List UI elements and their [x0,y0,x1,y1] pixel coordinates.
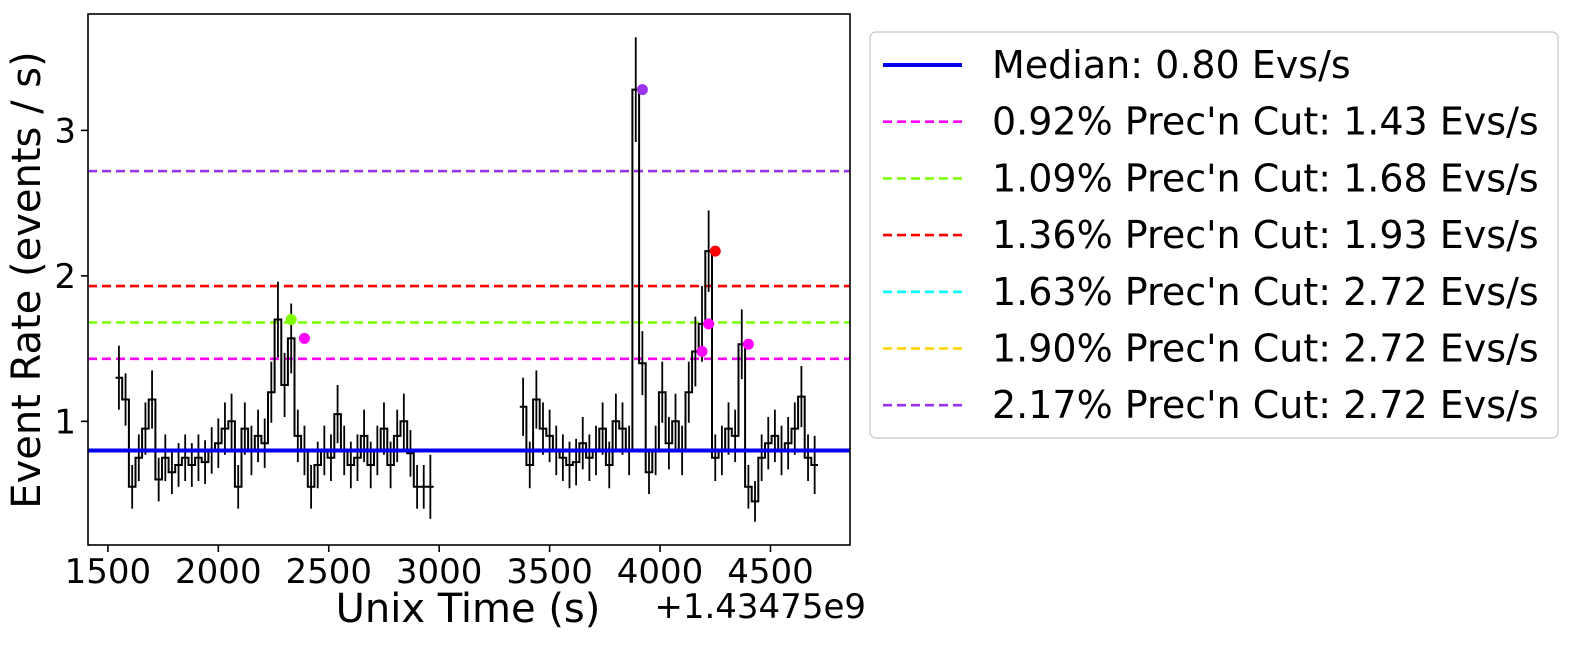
y-axis-label: Event Rate (events / s) [4,51,50,508]
legend-label-cut-4: 1.63% Prec'n Cut: 2.72 Evs/s [992,270,1539,314]
y-tick-label-3: 3 [54,111,76,151]
flare-marker-4 [696,346,708,358]
x-tick-label-4500: 4500 [727,552,814,592]
legend: Median: 0.80 Evs/s 0.92% Prec'n Cut: 1.43… [869,31,1559,439]
flare-marker-5 [703,318,715,330]
y-tick-label-2: 2 [54,257,76,297]
plot-content [88,37,850,522]
flare-marker-2 [298,332,310,344]
plot-area [88,37,850,522]
legend-label-cut-1: 0.92% Prec'n Cut: 1.43 Evs/s [992,100,1539,144]
flare-marker-7 [742,338,754,350]
legend-box [869,31,1559,439]
legend-label-cut-6: 2.17% Prec'n Cut: 2.72 Evs/s [992,383,1539,427]
x-tick-label-2000: 2000 [175,552,262,592]
x-tick-label-3000: 3000 [396,552,483,592]
x-tick-label-2500: 2500 [285,552,372,592]
flare-marker-3 [636,84,648,96]
legend-label-cut-5: 1.90% Prec'n Cut: 2.72 Evs/s [992,327,1539,371]
y-tick-label-1: 1 [54,402,76,442]
x-tick-label-1500: 1500 [65,552,152,592]
x-offset-label: +1.43475e9 [654,587,866,627]
flare-marker-6 [709,245,721,257]
lightcurve-segment-1 [115,318,434,488]
flare-marker-1 [285,314,297,326]
x-tick-label-4000: 4000 [617,552,704,592]
legend-label-median: Median: 0.80 Evs/s [992,43,1351,87]
x-tick-label-3500: 3500 [506,552,593,592]
axes-frame [87,13,851,546]
x-axis-label: Unix Time (s) [336,586,601,632]
legend-label-cut-2: 1.09% Prec'n Cut: 1.68 Evs/s [992,156,1539,200]
axes: Unix Time (s) +1.43475e9 Event Rate (eve… [4,13,866,632]
legend-label-cut-3: 1.36% Prec'n Cut: 1.93 Evs/s [992,213,1539,257]
